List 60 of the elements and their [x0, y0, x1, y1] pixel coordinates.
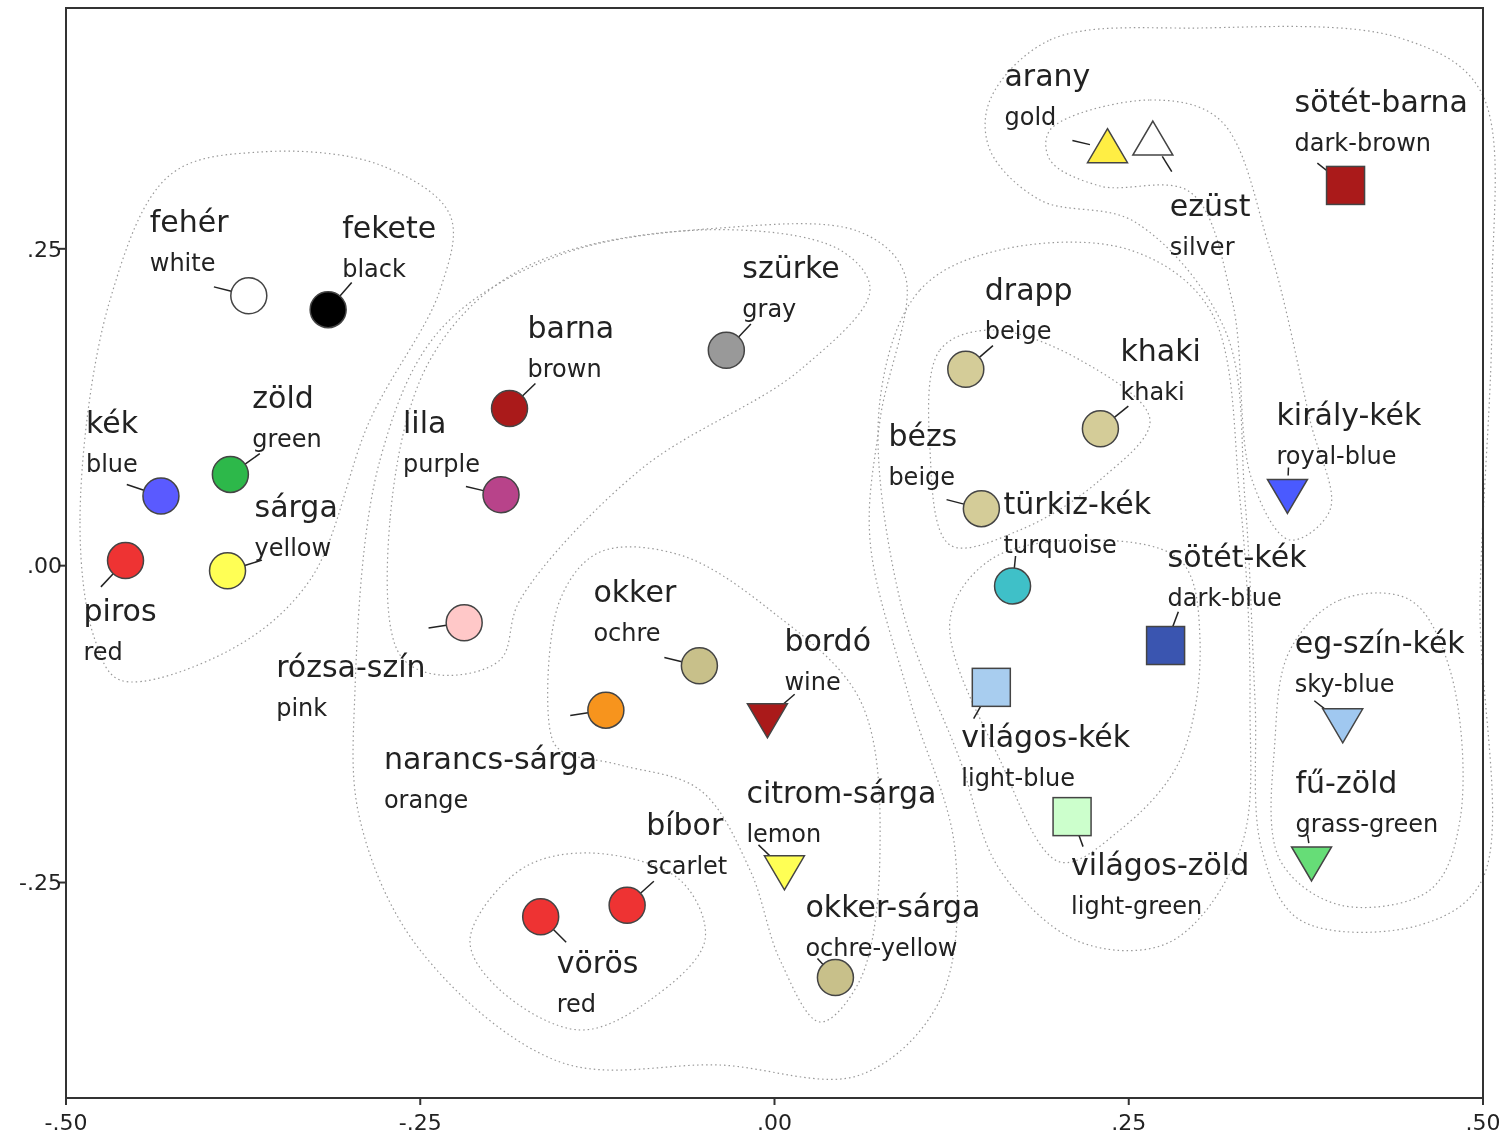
series-label: világos-kék light-blue: [961, 719, 1131, 793]
point: [680, 647, 719, 685]
point: [445, 603, 483, 642]
series-label: kék blue: [85, 404, 139, 478]
point: [208, 551, 247, 590]
point: [482, 475, 520, 514]
point: [309, 290, 347, 329]
point: [971, 667, 1012, 708]
point: [993, 567, 1032, 605]
series-label: fehér white: [149, 203, 230, 277]
series-label: barna brown: [527, 309, 615, 383]
series-label: citrom-sárga lemon: [746, 774, 937, 848]
series-label: szürke gray: [742, 250, 840, 324]
series-label: rózsa-szín pink: [276, 648, 426, 722]
series-label: fű-zöld grass-green: [1295, 764, 1439, 838]
series-label: bordó wine: [784, 622, 872, 696]
x-tick-label: .00: [757, 1110, 792, 1135]
series-label: okker ochre: [593, 573, 677, 647]
point: [521, 898, 560, 936]
point: [1081, 410, 1120, 448]
x-tick-label: .50: [1465, 1110, 1501, 1135]
series-label: bíbor scarlet: [646, 807, 728, 881]
point: [230, 276, 268, 315]
point: [608, 886, 646, 925]
x-tick-label: -.50: [44, 1110, 88, 1135]
series-label: narancs-sárga orange: [383, 741, 598, 815]
x-tick-label: .25: [1111, 1110, 1147, 1135]
series-label: király-kék royal-blue: [1276, 397, 1423, 471]
series-label: eg-szín-kék sky-blue: [1294, 624, 1466, 698]
series-label: fekete black: [342, 209, 437, 283]
series-label: vörös red: [556, 944, 639, 1018]
series-label: sötét-kék dark-blue: [1167, 538, 1308, 612]
series-label: sárga yellow: [254, 488, 338, 562]
series-label: ezüst silver: [1169, 188, 1251, 262]
y-tick-label: -.25: [19, 870, 62, 896]
point: [962, 489, 1001, 528]
y-tick-label: .00: [27, 553, 62, 579]
series-label: világos-zöld light-green: [1071, 846, 1250, 920]
point: [211, 455, 250, 494]
x-tick-label: -.25: [398, 1110, 442, 1135]
series-label: piros red: [83, 592, 157, 666]
series-label: türkiz-kék turquoise: [1003, 485, 1152, 559]
series-label: khaki khaki: [1120, 332, 1201, 406]
series-label: okker-sárga ochre-yellow: [805, 888, 981, 962]
point: [707, 331, 746, 369]
point: [947, 350, 985, 388]
series-label: arany gold: [1004, 57, 1091, 131]
series-label: lila purple: [403, 404, 480, 478]
point: [587, 691, 625, 729]
point: [490, 389, 529, 428]
point: [142, 477, 180, 515]
series-label: bézs beige: [888, 417, 958, 491]
point: [1052, 796, 1092, 837]
point: [106, 541, 145, 580]
point: [1325, 165, 1366, 206]
y-tick-label: .25: [27, 236, 62, 262]
series-label: drapp beige: [984, 272, 1073, 346]
series-label: zöld green: [252, 380, 322, 454]
series-label: sötét-barna dark-brown: [1294, 84, 1468, 158]
point: [1145, 625, 1186, 666]
